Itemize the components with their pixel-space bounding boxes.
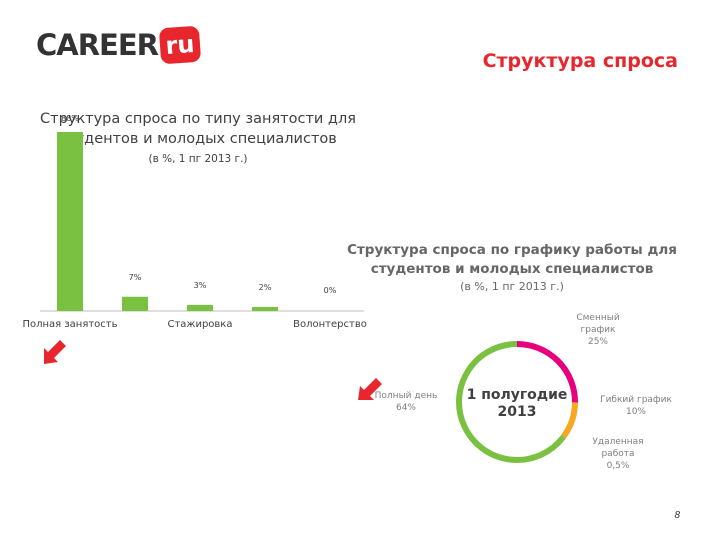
x-tick-label: Полная занятость — [22, 319, 117, 330]
ring-center-label-line-2: 2013 — [498, 404, 537, 420]
page-number: 8 — [674, 510, 680, 521]
ring-chart-subtitle: (в %, 1 пг 2013 г.) — [460, 280, 564, 293]
ring-slice-label: 25% — [588, 337, 608, 347]
ring-slice — [560, 434, 566, 440]
red-arrow-icon — [44, 340, 66, 364]
ring-slice-label: 10% — [626, 407, 646, 417]
slide-title: Структура спроса — [482, 50, 678, 72]
bar — [252, 306, 278, 311]
ring-slice-label: работа — [601, 449, 634, 459]
ring-slice-label: график — [581, 325, 617, 335]
ring-slice-label: 64% — [396, 403, 416, 413]
bar-chart-title-line-1: Структура спроса по типу занятости для — [40, 111, 356, 127]
bar — [57, 132, 83, 311]
bar-data-label: 3% — [194, 281, 207, 290]
ring-slice-label: Гибкий график — [600, 395, 672, 405]
bar-data-label: 88% — [61, 114, 79, 123]
ring-slice-label: Удаленная — [592, 437, 643, 447]
bar — [122, 296, 148, 311]
ring-slice-label: 0,5% — [607, 461, 630, 471]
ring-chart-title-line-1: Структура спроса по графику работы для — [347, 242, 677, 258]
ring-slice-label: Сменный — [576, 313, 619, 323]
ring-slice — [561, 402, 578, 439]
bar-chart-title-line-2: студентов и молодых специалистов — [59, 131, 337, 147]
bar-data-label: 0% — [324, 286, 337, 295]
bar-data-label: 7% — [129, 273, 142, 282]
x-tick-label: Стажировка — [168, 319, 233, 330]
ring-slice-label: Полный день — [375, 391, 438, 401]
ring-center-label-line-1: 1 полугодие — [467, 387, 568, 403]
bar — [187, 304, 213, 311]
ring-chart-title-line-2: студентов и молодых специалистов — [371, 261, 654, 277]
ring-slice — [516, 341, 578, 403]
bar-data-label: 2% — [259, 283, 272, 292]
x-tick-label: Волонтерство — [293, 319, 367, 330]
logo-text: CAREER — [36, 28, 159, 62]
bar-chart-subtitle: (в %, 1 пг 2013 г.) — [148, 153, 247, 165]
red-arrow-icon — [358, 378, 382, 400]
career-ru-logo: CAREER ru — [36, 25, 202, 65]
ring-slice — [456, 341, 565, 463]
